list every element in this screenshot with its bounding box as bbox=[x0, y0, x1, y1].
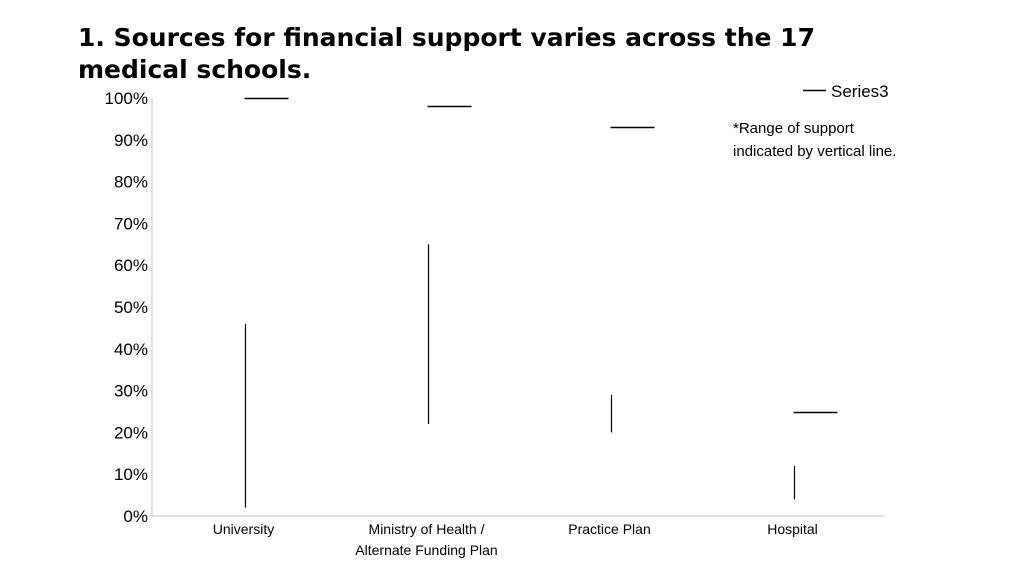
x-category-label: Practice Plan bbox=[568, 521, 650, 537]
legend: Series3 bbox=[803, 82, 889, 101]
range-annotation: *Range of support indicated by vertical … bbox=[733, 120, 897, 160]
y-tick-label: 20% bbox=[114, 423, 148, 442]
x-category-label: Hospital bbox=[767, 521, 818, 537]
range-lines bbox=[244, 244, 796, 508]
y-tick-labels: 0% 10% 20% 30% 40% 50% 60% 70% 80% 90% 100% bbox=[105, 89, 148, 526]
y-tick-label: 40% bbox=[114, 340, 148, 359]
y-tick-label: 60% bbox=[114, 256, 148, 275]
series3-markers bbox=[244, 97, 838, 414]
y-tick-label: 0% bbox=[123, 507, 148, 526]
x-category-label: University bbox=[213, 521, 274, 537]
y-tick-label: 80% bbox=[114, 173, 148, 192]
y-tick-label: 90% bbox=[114, 131, 148, 150]
y-tick-label: 70% bbox=[114, 214, 148, 233]
x-category-label: Ministry of Health / Alternate Funding Pl… bbox=[355, 521, 497, 558]
legend-label-series3: Series3 bbox=[831, 82, 889, 101]
x-tick-labels: University Ministry of Health / Alternate … bbox=[213, 521, 818, 558]
y-tick-label: 100% bbox=[105, 89, 148, 108]
y-tick-label: 50% bbox=[114, 298, 148, 317]
y-tick-label: 30% bbox=[114, 382, 148, 401]
slide-title: 1. Sources for financial support varies … bbox=[78, 23, 815, 84]
y-tick-label: 10% bbox=[114, 465, 148, 484]
